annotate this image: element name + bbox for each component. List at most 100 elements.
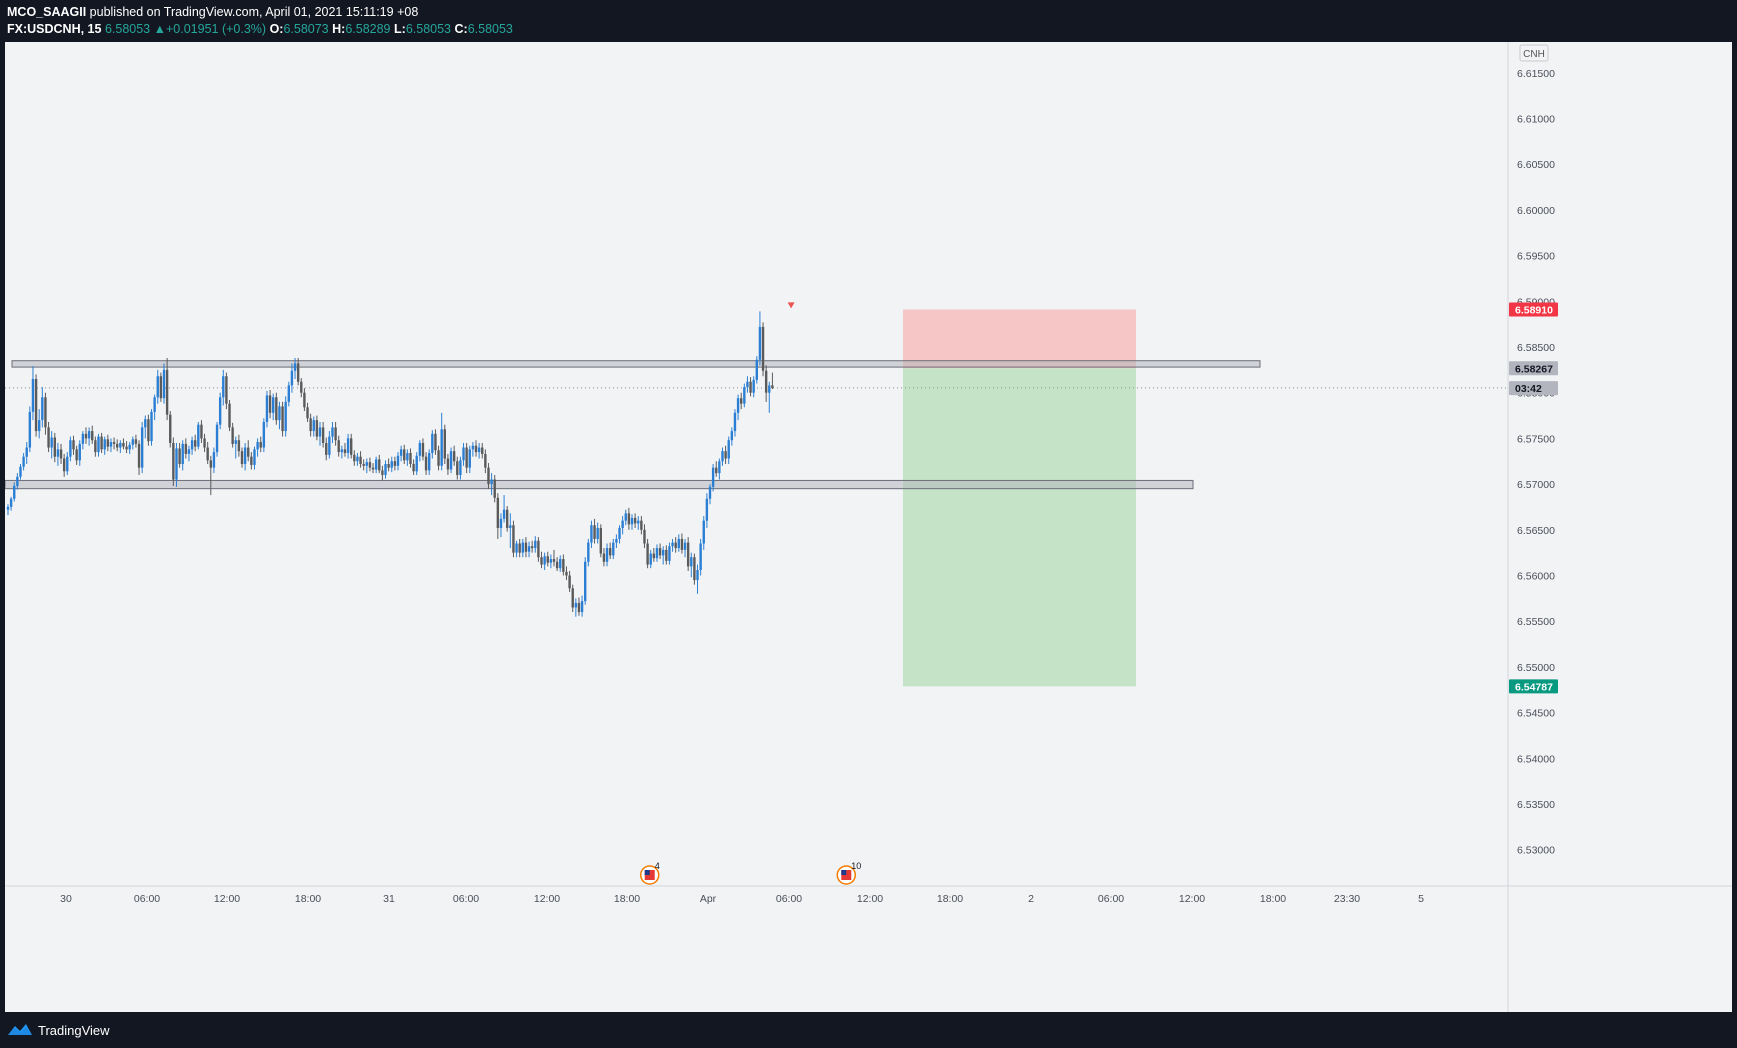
candles — [6, 311, 774, 617]
x-tick-label: 06:00 — [1098, 893, 1124, 905]
x-tick-label: 31 — [383, 893, 395, 905]
candle-body — [169, 414, 172, 443]
candle-body — [197, 424, 200, 447]
candle-body — [353, 454, 356, 462]
candle-body — [446, 458, 450, 470]
x-tick-label: 18:00 — [295, 893, 321, 905]
candle-body — [56, 449, 60, 457]
x-tick-label: 06:00 — [776, 893, 802, 905]
x-tick-label: 18:00 — [1260, 893, 1286, 905]
support-zone[interactable] — [5, 479, 1194, 490]
candle-body — [449, 451, 453, 470]
candle-body — [378, 459, 381, 471]
y-tick-label: 6.59500 — [1517, 251, 1555, 263]
candle-body — [384, 463, 387, 475]
candle-body — [434, 433, 437, 451]
candle-body — [621, 520, 624, 528]
candle-body — [100, 436, 103, 450]
high-label: H: — [332, 22, 346, 36]
candle-body — [218, 397, 222, 425]
candle-body — [215, 424, 219, 453]
candle-body — [471, 445, 475, 450]
candle-body — [178, 448, 181, 464]
candle-body — [381, 470, 384, 475]
candle-body — [565, 571, 568, 576]
candle-body — [237, 440, 241, 452]
author-name[interactable]: MCO_SAAGII — [7, 5, 87, 19]
candle-body — [66, 456, 69, 472]
candle-body — [41, 397, 44, 421]
candle-body — [477, 447, 481, 453]
candle-body — [493, 479, 496, 498]
us-flag-event-icon[interactable]: 4 — [639, 861, 660, 885]
candle-body — [53, 437, 56, 457]
candle-body — [281, 406, 284, 432]
candle-body — [537, 540, 540, 558]
candle-body — [187, 449, 191, 454]
candle-body — [481, 447, 484, 454]
candle-body — [752, 379, 755, 393]
candle-body — [580, 601, 584, 613]
chart-area[interactable]: CNH 6.61500 6.61000 6.60500 6.60000 6.59500 6.… — [5, 42, 1732, 1012]
take-profit-zone[interactable] — [903, 368, 1136, 687]
candle-body — [452, 451, 456, 462]
close-value: 6.58053 — [467, 22, 513, 36]
candle-body — [521, 542, 524, 553]
y-tick-label: 6.56500 — [1517, 525, 1555, 537]
candle-body — [78, 443, 81, 461]
candle-body — [140, 427, 144, 468]
open-value: 6.58073 — [283, 22, 329, 36]
candle-body — [499, 518, 503, 528]
resistance-zone[interactable] — [11, 360, 1261, 368]
stop-loss-zone[interactable] — [903, 309, 1136, 369]
price-axis-label: 6.54787 — [1509, 679, 1558, 694]
candle-body — [231, 427, 234, 444]
candle-body — [680, 538, 684, 550]
candle-body — [103, 439, 106, 450]
candle-body — [97, 436, 100, 453]
candle-body — [259, 442, 262, 448]
candle-body — [562, 559, 565, 572]
candle-body — [222, 376, 225, 398]
candle-body — [637, 520, 640, 524]
candle-body — [278, 406, 281, 421]
candle-body — [658, 548, 662, 556]
x-tick-label: 06:00 — [453, 893, 479, 905]
candle-body — [321, 427, 325, 443]
footer: TradingView — [0, 1012, 1737, 1048]
tradingview-brand[interactable]: TradingView — [7, 1021, 110, 1039]
candle-body — [437, 450, 440, 466]
candle-body — [484, 453, 487, 468]
candle-body — [459, 460, 462, 475]
candle-body — [740, 398, 743, 404]
event-count: 10 — [851, 861, 861, 871]
candle-body — [490, 479, 493, 485]
candle-body — [325, 442, 328, 455]
candle-body — [328, 436, 331, 455]
candle-body — [590, 525, 593, 543]
candle-body — [715, 467, 718, 474]
candle-body — [22, 456, 25, 467]
candle-body — [172, 442, 175, 480]
candle-body — [702, 520, 705, 544]
x-tick-label: 18:00 — [614, 893, 640, 905]
candle-body — [518, 543, 521, 553]
candle-body — [134, 439, 138, 444]
published-text: published on TradingView.com, April 01, … — [89, 5, 419, 19]
candle-body — [240, 451, 244, 464]
x-tick-label: 18:00 — [937, 893, 963, 905]
candle-body — [156, 376, 159, 398]
candle-body — [599, 527, 602, 554]
us-flag-event-icon[interactable]: 10 — [836, 861, 861, 885]
candle-body — [577, 602, 581, 613]
candle-body — [359, 456, 362, 464]
candle-body — [506, 509, 509, 528]
candle-body — [112, 442, 116, 444]
candle-body — [662, 549, 665, 556]
price-chart[interactable]: CNH 6.61500 6.61000 6.60500 6.60000 6.59500 6.… — [5, 42, 1732, 1012]
candle-body — [424, 456, 428, 471]
candle-body — [552, 559, 556, 562]
candle-body — [456, 461, 459, 475]
price-axis-label-text: 6.58267 — [1515, 363, 1553, 375]
candle-body — [608, 548, 612, 556]
